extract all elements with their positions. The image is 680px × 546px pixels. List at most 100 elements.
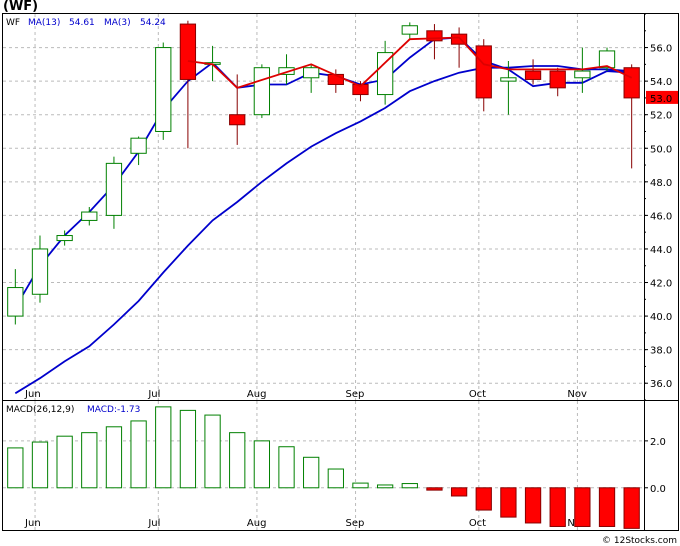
candle-body: [623, 67, 640, 99]
candle: [524, 59, 542, 85]
candle: [31, 235, 49, 303]
price-month-label: Nov: [567, 389, 587, 400]
candle-body: [31, 248, 49, 295]
candle: [130, 136, 147, 166]
price-ytick-label: 56.0: [650, 44, 672, 55]
candle-body: [105, 162, 123, 216]
candle: [278, 54, 295, 85]
candle: [450, 27, 468, 68]
candle-body: [253, 67, 271, 116]
candle: [549, 67, 566, 97]
candle: [401, 22, 418, 40]
macd-month-label: Jul: [147, 518, 160, 529]
candle-body: [130, 137, 147, 154]
macd-bar: [7, 447, 24, 489]
price-axis-frame: [644, 13, 679, 401]
macd-bar: [179, 409, 197, 489]
candle-body: [56, 235, 73, 242]
price-ytick-label: 36.0: [650, 379, 672, 390]
candle-body: [303, 67, 320, 79]
macd-bar: [81, 432, 98, 489]
last-price-text: 53.0: [650, 94, 672, 105]
candle: [105, 156, 123, 229]
macd-month-label: Jun: [24, 518, 41, 529]
macd-bar: [56, 435, 73, 489]
candle-body: [352, 83, 369, 96]
price-month-label: Oct: [469, 389, 486, 400]
legend-ma3-value: 54.24: [140, 18, 166, 28]
candle-body: [81, 211, 98, 221]
candle-body: [155, 47, 172, 132]
macd-bar: [327, 468, 344, 489]
macd-axis-frame: [644, 400, 679, 531]
price-ytick-label: 40.0: [650, 312, 672, 323]
macd-bar: [376, 484, 394, 489]
macd-bar: [475, 487, 492, 511]
ma13-line: [14, 65, 632, 395]
price-ytick-labels: 36.0 38.0 40.0 42.0 44.0 46.0 48.0 50.0 52.0 54.0…: [650, 44, 672, 391]
candle-body: [229, 114, 246, 126]
candle-body: [278, 67, 295, 75]
macd-month-label: Sep: [346, 518, 365, 529]
macd-bar: [278, 446, 295, 489]
price-ytick-label: 46.0: [650, 211, 672, 222]
price-ytick-label: 52.0: [650, 111, 672, 122]
price-month-label: Sep: [346, 389, 365, 400]
candle: [56, 230, 73, 246]
price-ytick-label: 50.0: [650, 144, 672, 155]
macd-bar: [303, 456, 320, 489]
macd-bar: [426, 487, 443, 491]
chart-title: (WF): [3, 0, 39, 14]
candle: [426, 24, 443, 60]
macd-month-label: Oct: [469, 518, 486, 529]
candle: [623, 64, 640, 169]
ma3-line: [187, 36, 633, 89]
macd-bar: [450, 487, 468, 497]
candle-body: [7, 287, 24, 317]
macd-bar: [500, 487, 517, 518]
macd-bar: [229, 432, 246, 489]
candle-body: [376, 52, 394, 96]
price-ytick-label: 42.0: [650, 279, 672, 290]
price-month-labels: Jun Jul Aug Sep Oct Nov: [24, 389, 587, 400]
macd-panel-frame: [2, 400, 645, 531]
last-price-label: 53.0: [646, 90, 678, 105]
macd-bar: [352, 482, 369, 489]
macd-legend-value: MACD:-1.73: [87, 405, 140, 415]
candle: [352, 81, 369, 102]
macd-bar: [574, 487, 591, 527]
macd-ytick-labels: 0.0 2.0: [650, 437, 666, 495]
price-ytick-label: 44.0: [650, 245, 672, 256]
candle-body: [598, 50, 616, 69]
footer-credit: © 12Stocks.com: [602, 536, 677, 546]
macd-bar: [31, 441, 49, 489]
macd-legend-label: MACD(26,12,9): [6, 405, 74, 415]
candle-body: [574, 70, 591, 79]
price-month-label: Jun: [24, 389, 41, 400]
price-ytick-label: 54.0: [650, 77, 672, 88]
candle: [376, 40, 394, 105]
macd-bar: [549, 487, 566, 527]
candle-body: [450, 33, 468, 45]
macd-ytick-label: 0.0: [650, 484, 666, 495]
macd-bar: [155, 406, 172, 489]
macd-month-label: Aug: [247, 518, 267, 529]
price-grid: [3, 13, 648, 401]
candle: [229, 74, 246, 145]
macd-bar: [204, 414, 221, 489]
candle-body: [500, 77, 517, 82]
price-ytick-label: 48.0: [650, 178, 672, 189]
macd-bar: [253, 440, 271, 489]
candle-body: [475, 45, 492, 99]
candle: [598, 47, 616, 72]
macd-bar: [598, 487, 616, 527]
legend-ma3-label: MA(3): [104, 18, 131, 28]
ma3-layer: [187, 36, 633, 89]
legend-ma13-label: MA(13): [28, 18, 60, 28]
macd-bar: [105, 426, 123, 489]
macd-bar: [130, 420, 147, 489]
candle-body: [524, 70, 542, 80]
candle-body: [426, 30, 443, 42]
candle: [253, 64, 271, 119]
